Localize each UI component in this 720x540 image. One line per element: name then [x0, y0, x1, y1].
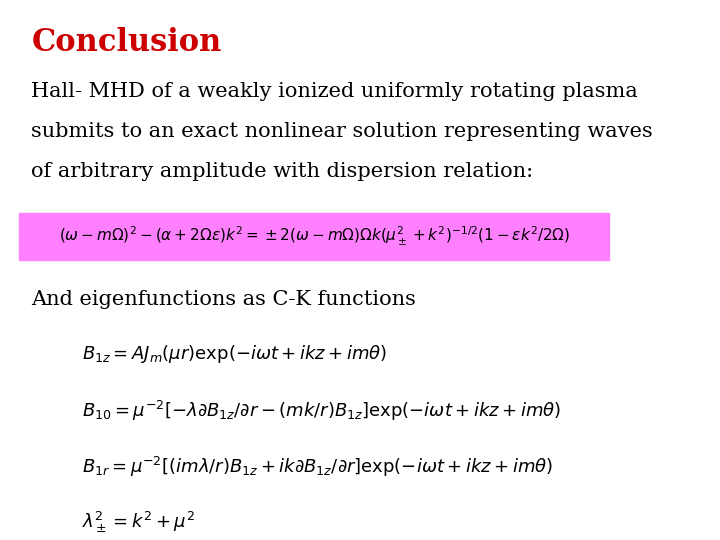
- Text: $B_{1r} = \mu^{-2}[(im\lambda/r)B_{1z} + ik\partial B_{1z}/\partial r]\exp(-i\om: $B_{1r} = \mu^{-2}[(im\lambda/r)B_{1z} +…: [81, 455, 553, 478]
- Text: $\lambda_\pm^2 = k^2 + \mu^2$: $\lambda_\pm^2 = k^2 + \mu^2$: [81, 510, 194, 535]
- Text: $B_{1z} = AJ_m(\mu r)\exp(-i\omega t + ikz + im\theta)$: $B_{1z} = AJ_m(\mu r)\exp(-i\omega t + i…: [81, 343, 387, 365]
- Text: $(\omega - m\Omega)^2 - (\alpha + 2\Omega\varepsilon)k^2 = \pm 2(\omega - m\Omeg: $(\omega - m\Omega)^2 - (\alpha + 2\Omeg…: [59, 225, 570, 248]
- FancyBboxPatch shape: [19, 213, 610, 260]
- Text: $B_{10} = \mu^{-2}[-\lambda\partial B_{1z}/\partial r - (mk/r)B_{1z}]\exp(-i\ome: $B_{10} = \mu^{-2}[-\lambda\partial B_{1…: [81, 399, 561, 423]
- Text: Hall- MHD of a weakly ionized uniformly rotating plasma: Hall- MHD of a weakly ionized uniformly …: [32, 83, 638, 102]
- Text: of arbitrary amplitude with dispersion relation:: of arbitrary amplitude with dispersion r…: [32, 162, 534, 181]
- Text: Conclusion: Conclusion: [32, 26, 222, 58]
- Text: submits to an exact nonlinear solution representing waves: submits to an exact nonlinear solution r…: [32, 122, 653, 141]
- Text: And eigenfunctions as C-K functions: And eigenfunctions as C-K functions: [32, 289, 416, 309]
